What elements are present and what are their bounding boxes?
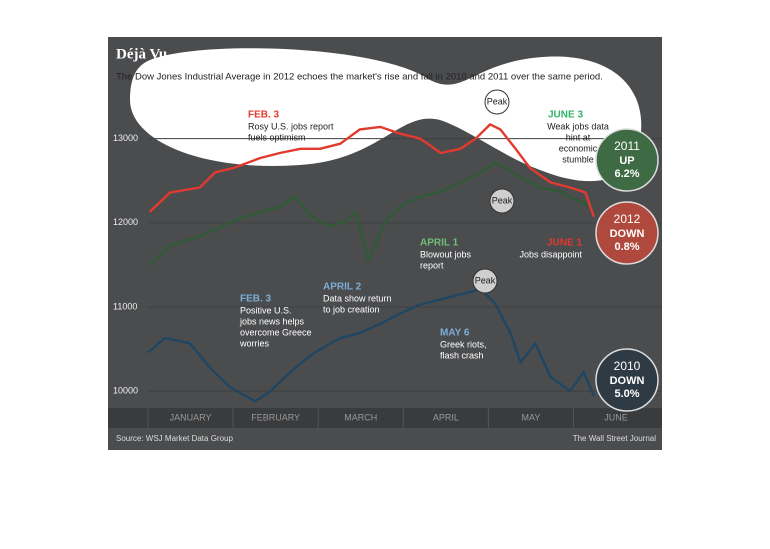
peak-label: Peak <box>475 275 496 285</box>
series-line <box>148 161 595 266</box>
badge-change: 5.0% <box>614 388 639 400</box>
x-tick-label: APRIL <box>433 412 459 422</box>
badge-year: 2011 <box>614 139 640 153</box>
x-tick-label: JUNE <box>604 412 628 422</box>
chart-title: Déjà Vu <box>116 46 167 62</box>
annotation-text: worries <box>239 338 270 348</box>
peak-marker <box>489 188 515 214</box>
peak-label: Peak <box>487 96 508 106</box>
badge-direction: DOWN <box>610 228 645 240</box>
badge-direction: UP <box>619 155 634 167</box>
annotation-text: stumble <box>562 154 594 164</box>
source: Source: WSJ Market Data Group <box>116 434 233 443</box>
badge-year: 2012 <box>614 212 641 226</box>
annotation-text: to job creation <box>323 304 380 314</box>
annotation-text: report <box>420 260 444 270</box>
annotation-text: Greek riots, <box>440 339 487 349</box>
annotation-title: MAY 6 <box>440 328 470 339</box>
series-line <box>147 288 596 403</box>
annotation-text: Positive U.S. <box>240 305 292 315</box>
annotation-title: APRIL 2 <box>323 282 362 293</box>
annotation-title: FEB. 3 <box>240 294 272 305</box>
badge-change: 0.8% <box>614 241 639 253</box>
annotation-text: overcome Greece <box>240 327 312 337</box>
annotation-text: jobs news helps <box>239 316 305 326</box>
y-tick-label: 13000 <box>113 133 138 143</box>
annotation-text: Data show return <box>323 293 392 303</box>
annotation-title: JUNE 3 <box>548 110 583 121</box>
y-tick-label: 11000 <box>113 301 137 311</box>
annotation-text: fuels optimism <box>248 132 306 142</box>
annotation-text: Rosy U.S. jobs report <box>248 121 334 131</box>
x-tick-label: MARCH <box>344 412 377 422</box>
annotation-text: Blowout jobs <box>420 249 472 259</box>
annotation-text: economic <box>559 143 598 153</box>
series-line <box>148 123 596 218</box>
badge <box>595 201 659 265</box>
peak-marker <box>484 89 510 115</box>
badge-direction: DOWN <box>610 375 645 387</box>
annotation-title: JUNE 1 <box>547 238 582 249</box>
badge <box>595 128 659 192</box>
peak-marker <box>472 268 498 294</box>
badge <box>595 348 659 412</box>
month-strip <box>108 408 662 428</box>
badge-year: 2010 <box>614 359 641 373</box>
x-tick-label: JANUARY <box>170 412 212 422</box>
annotation-text: flash crash <box>440 350 484 360</box>
annotation-text: Weak jobs data <box>547 121 609 131</box>
annotation-title: APRIL 1 <box>420 238 459 249</box>
annotation-title: FEB. 3 <box>248 110 280 121</box>
annotation-text: hint at <box>566 132 591 142</box>
y-tick-label: 10000 <box>113 386 138 396</box>
annotation-text: Jobs disappoint <box>519 249 582 259</box>
chart-subtitle: The Dow Jones Industrial Average in 2012… <box>116 72 603 83</box>
x-tick-label: FEBRUARY <box>251 412 300 422</box>
badge-change: 6.2% <box>614 168 639 180</box>
peak-label: Peak <box>492 195 513 205</box>
credit: The Wall Street Journal <box>573 434 657 443</box>
x-tick-label: MAY <box>522 412 541 422</box>
y-tick-label: 12000 <box>113 217 138 227</box>
